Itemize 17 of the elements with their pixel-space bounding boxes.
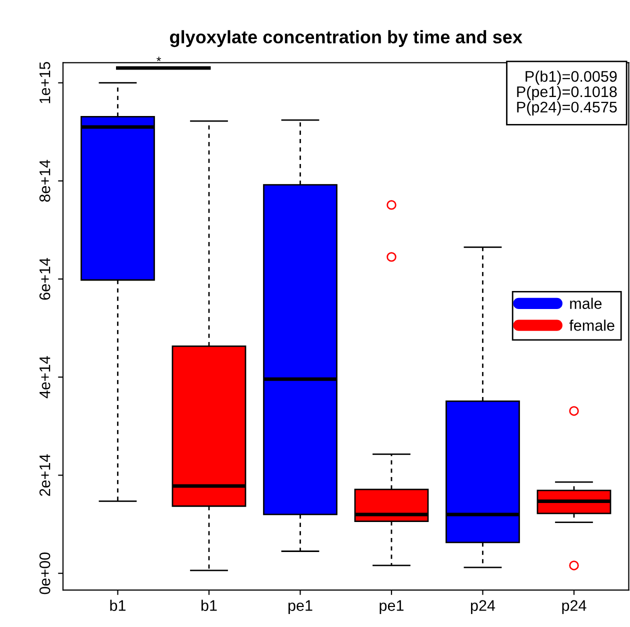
annotation: P(b1)=0.0059 P(pe1)=0.1018 P(p24)=0.4575: [517, 70, 617, 116]
x-tick-label: p24: [470, 600, 496, 614]
chart-title: glyoxylate concentration by time and sex: [170, 30, 522, 48]
y-tick-label: 0e+00: [39, 552, 50, 594]
text: *: [156, 56, 162, 62]
y-tick-label: 4e+14: [40, 356, 50, 398]
y-tick-label: 6e+14: [39, 258, 50, 300]
legend-label: male: [570, 298, 602, 309]
y-tick-label: 1e+15: [40, 62, 50, 104]
y-tick-label: 8e+14: [39, 160, 50, 202]
x-tick-label: pe1: [380, 600, 404, 614]
legend-label: female: [569, 320, 614, 331]
y-tick-label: 2e+14: [39, 454, 50, 496]
x-tick-label: pe1: [288, 600, 312, 614]
x-tick-label: b1: [201, 600, 217, 611]
x-tick-label: p24: [562, 600, 586, 614]
x-tick-label: b1: [110, 600, 126, 611]
